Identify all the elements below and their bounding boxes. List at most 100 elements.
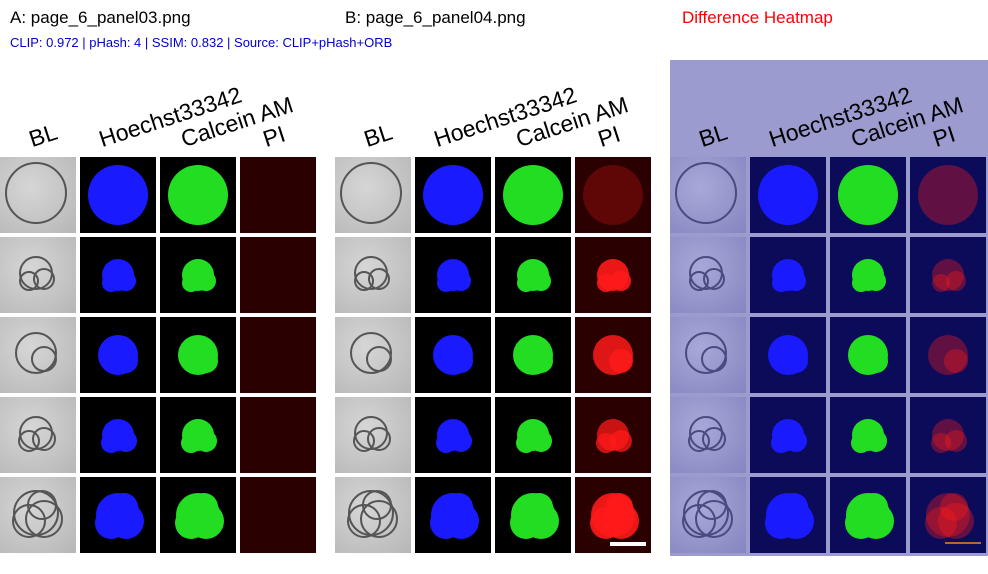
micrograph-pi-row-1 [575, 157, 651, 233]
title-heatmap: Difference Heatmap [682, 8, 833, 27]
micrograph-calcein-image [182, 259, 216, 292]
micrograph-hoechst-image [430, 493, 479, 539]
micrograph-hoechst-image [437, 259, 471, 292]
micrograph-calcein-image [503, 165, 563, 225]
micrograph-hoechst-image [88, 165, 148, 225]
micrograph-calcein-row-3 [495, 317, 571, 393]
micrograph-hoechst-row-5 [750, 477, 826, 553]
micrograph-pi-row-2 [240, 237, 316, 313]
micrograph-pi-image [918, 165, 978, 225]
title-a: A: page_6_panel03.png [10, 8, 191, 27]
micrograph-hoechst-row-4 [80, 397, 156, 473]
micrograph-calcein-row-4 [830, 397, 906, 473]
title-b: B: page_6_panel04.png [345, 8, 526, 27]
micrograph-hoechst-image [98, 335, 138, 375]
micrograph-hoechst-row-1 [750, 157, 826, 233]
micrograph-bl-image [18, 416, 56, 452]
micrograph-bl-image [354, 256, 390, 291]
micrograph-bl-row-3 [670, 317, 746, 393]
micrograph-bl-row-4 [335, 397, 411, 473]
micrograph-pi-image [240, 397, 316, 473]
micrograph-pi-row-2 [910, 237, 986, 313]
micrograph-bl-image [682, 490, 733, 538]
micrograph-calcein-row-2 [495, 237, 571, 313]
micrograph-hoechst-image [101, 419, 137, 453]
panel-heatmap: BL Hoechst33342 Calcein AM PI [670, 60, 988, 556]
col-header-pi: PI [259, 120, 289, 153]
micrograph-bl-image [350, 332, 392, 374]
micrograph-bl-row-4 [670, 397, 746, 473]
micrograph-hoechst-image [758, 165, 818, 225]
micrograph-pi-row-4 [910, 397, 986, 473]
micrograph-bl-row-5 [670, 477, 746, 553]
micrograph-hoechst-row-5 [80, 477, 156, 553]
micrograph-bl-row-2 [670, 237, 746, 313]
similarity-metrics: CLIP: 0.972 | pHash: 4 | SSIM: 0.832 | S… [10, 35, 393, 50]
micrograph-pi-row-1 [240, 157, 316, 233]
micrograph-calcein-row-3 [830, 317, 906, 393]
micrograph-hoechst-image [433, 335, 473, 375]
micrograph-pi-row-3 [240, 317, 316, 393]
micrograph-bl-row-1 [0, 157, 76, 233]
micrograph-hoechst-image [768, 335, 808, 375]
micrograph-calcein-image [517, 259, 551, 292]
micrograph-bl-image [689, 256, 725, 291]
micrograph-hoechst-row-3 [415, 317, 491, 393]
col-header-bl: BL [360, 118, 396, 153]
micrograph-pi-row-2 [575, 237, 651, 313]
micrograph-hoechst-row-2 [80, 237, 156, 313]
scale-bar [610, 542, 646, 546]
micrograph-pi-image [931, 419, 967, 453]
micrograph-bl-row-5 [0, 477, 76, 553]
micrograph-calcein-row-2 [160, 237, 236, 313]
micrograph-pi-image [925, 493, 974, 539]
col-header-bl: BL [25, 118, 61, 153]
micrograph-pi-image [590, 493, 639, 539]
micrograph-hoechst-image [771, 419, 807, 453]
micrograph-bl-image [675, 162, 737, 224]
micrograph-calcein-image [516, 419, 552, 453]
micrograph-pi-image [583, 165, 643, 225]
micrograph-hoechst-image [423, 165, 483, 225]
micrograph-bl-image [347, 490, 398, 538]
micrograph-hoechst-row-5 [415, 477, 491, 553]
micrograph-bl-row-1 [670, 157, 746, 233]
micrograph-calcein-image [168, 165, 228, 225]
micrograph-calcein-row-1 [830, 157, 906, 233]
micrograph-pi-image [597, 259, 631, 292]
micrograph-calcein-image [513, 335, 553, 375]
micrograph-calcein-row-5 [160, 477, 236, 553]
micrograph-pi-row-4 [575, 397, 651, 473]
micrograph-bl-image [353, 416, 391, 452]
micrograph-bl-row-2 [0, 237, 76, 313]
micrograph-bl-image [5, 162, 67, 224]
micrograph-pi-image [240, 317, 316, 393]
micrograph-hoechst-row-4 [750, 397, 826, 473]
micrograph-hoechst-row-4 [415, 397, 491, 473]
micrograph-calcein-image [845, 493, 894, 539]
micrograph-bl-row-3 [335, 317, 411, 393]
micrograph-hoechst-row-2 [415, 237, 491, 313]
micrograph-hoechst-image [95, 493, 144, 539]
micrograph-calcein-image [178, 335, 218, 375]
scale-bar [945, 542, 981, 544]
micrograph-calcein-image [181, 419, 217, 453]
micrograph-pi-row-3 [575, 317, 651, 393]
micrograph-calcein-row-3 [160, 317, 236, 393]
micrograph-pi-image [596, 419, 632, 453]
col-header-pi: PI [929, 120, 959, 153]
micrograph-calcein-row-1 [160, 157, 236, 233]
micrograph-bl-image [688, 416, 726, 452]
micrograph-bl-row-4 [0, 397, 76, 473]
micrograph-hoechst-row-1 [80, 157, 156, 233]
micrograph-bl-image [19, 256, 55, 291]
col-header-pi: PI [594, 120, 624, 153]
micrograph-pi-row-4 [240, 397, 316, 473]
micrograph-calcein-row-4 [495, 397, 571, 473]
micrograph-pi-image [928, 335, 968, 375]
micrograph-calcein-row-4 [160, 397, 236, 473]
micrograph-pi-image [240, 477, 316, 553]
micrograph-bl-row-1 [335, 157, 411, 233]
micrograph-pi-row-1 [910, 157, 986, 233]
micrograph-pi-image [593, 335, 633, 375]
